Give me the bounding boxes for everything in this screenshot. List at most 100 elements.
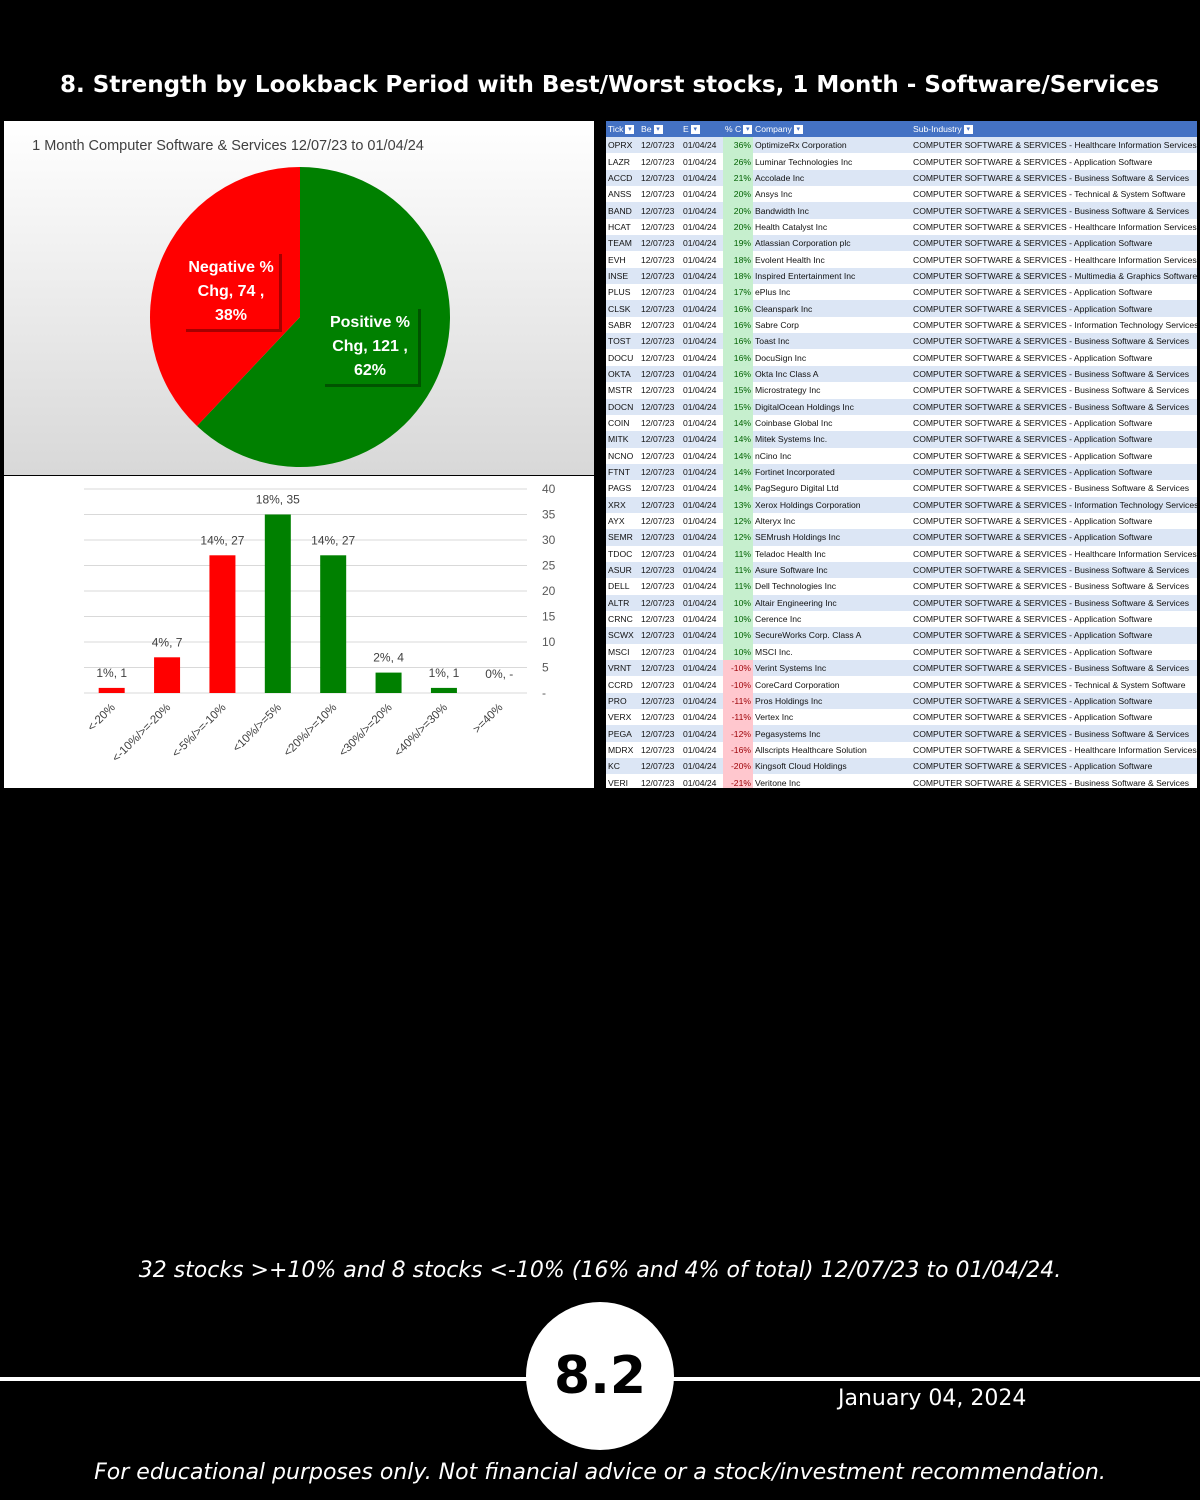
x-tick-label: <-10%/>=-20% [110,702,173,765]
table-cell: 01/04/24 [681,480,723,497]
table-cell: SABR [606,316,639,334]
table-cell: BAND [606,202,639,219]
table-cell: 18% [723,267,753,285]
table-cell: 01/04/24 [681,610,723,628]
column-header[interactable]: E ▾ [681,121,723,137]
x-tick-label: <30%/>=20% [337,702,395,760]
table-cell: ALTR [606,594,639,611]
bar-data-label: 1%, 1 [429,666,460,680]
table-row: KC 12/07/23 01/04/24 -20% Kingsoft Cloud Hol… [606,758,1197,775]
table-cell: Pros Holdings Inc [753,692,911,710]
table-cell: 01/04/24 [681,382,723,399]
table-row: LAZR 12/07/23 01/04/24 26% Luminar Technolog… [606,153,1197,170]
table-cell: Okta Inc Class A [753,365,911,383]
table-cell: 12/07/23 [639,463,681,481]
table-cell: 12/07/23 [639,251,681,268]
table-row: PRO 12/07/23 01/04/24 -11% Pros Holdings Inc… [606,692,1197,710]
table-cell: 12/07/23 [639,692,681,710]
table-cell: 12/07/23 [639,480,681,497]
column-header[interactable]: % C ▾ [723,121,753,137]
filter-dropdown-icon[interactable]: ▾ [653,125,663,135]
table-cell: 11% [723,545,753,562]
table-cell: COMPUTER SOFTWARE & SERVICES - Business … [911,202,1197,219]
table-cell: HCAT [606,218,639,236]
table-cell: COMPUTER SOFTWARE & SERVICES - Business … [911,578,1197,595]
table-cell: -16% [723,741,753,759]
table-row: SCWX 12/07/23 01/04/24 10% SecureWorks Corp.… [606,627,1197,644]
svg-text:Positive %: Positive % [330,314,410,331]
table-cell: 12/07/23 [639,561,681,579]
table-row: NCNO 12/07/23 01/04/24 14% nCino Inc COMPUTER… [606,447,1197,464]
table-cell: 01/04/24 [681,235,723,252]
table-cell: 01/04/24 [681,725,723,742]
table-row: OPRX 12/07/23 01/04/24 36% OptimizeRx Corpor… [606,137,1197,154]
table-cell: XRX [606,496,639,513]
table-row: CLSK 12/07/23 01/04/24 16% Cleanspark Inc COM… [606,300,1197,317]
table-cell: Ansys Inc [753,186,911,203]
table-cell: COMPUTER SOFTWARE & SERVICES - Applicati… [911,512,1197,530]
table-cell: Veritone Inc [753,774,911,788]
stocks-table: Tick ▾ Be ▾ E ▾% C ▾ Company ▾ Sub-Industry ▾ OPRX… [606,121,1197,788]
table-row: TOST 12/07/23 01/04/24 16% Toast Inc COMPUTER… [606,333,1197,350]
table-row: TEAM 12/07/23 01/04/24 19% Atlassian Corpora… [606,235,1197,252]
table-row: CRNC 12/07/23 01/04/24 10% Cerence Inc COMPUT… [606,610,1197,628]
table-cell: 01/04/24 [681,414,723,432]
table-row: HCAT 12/07/23 01/04/24 20% Health Catalyst I… [606,218,1197,236]
table-cell: COMPUTER SOFTWARE & SERVICES - Business … [911,660,1197,677]
table-cell: 14% [723,480,753,497]
table-cell: 01/04/24 [681,774,723,788]
table-cell: 26% [723,153,753,170]
page-number-badge: 8.2 [526,1302,674,1450]
table-cell: SEMrush Holdings Inc [753,529,911,546]
filter-dropdown-icon[interactable]: ▾ [625,125,635,135]
table-row: SABR 12/07/23 01/04/24 16% Sabre Corp COMPUTE… [606,316,1197,334]
table-row: PAGS 12/07/23 01/04/24 14% PagSeguro Digital… [606,480,1197,497]
table-cell: 12/07/23 [639,202,681,219]
table-cell: MITK [606,431,639,448]
table-row: VRNT 12/07/23 01/04/24 -10% Verint Systems I… [606,660,1197,677]
table-cell: 01/04/24 [681,496,723,513]
table-cell: ASUR [606,561,639,579]
table-cell: 01/04/24 [681,758,723,775]
filter-dropdown-icon[interactable]: ▾ [793,125,803,135]
bar [430,687,457,693]
table-cell: 12/07/23 [639,169,681,187]
table-cell: 01/04/24 [681,169,723,187]
table-cell: Coinbase Global Inc [753,414,911,432]
table-cell: 12/07/23 [639,594,681,611]
table-cell: 01/04/24 [681,561,723,579]
table-cell: 12/07/23 [639,153,681,170]
table-row: PLUS 12/07/23 01/04/24 17% ePlus Inc COMPUTER… [606,284,1197,301]
table-cell: COMPUTER SOFTWARE & SERVICES - Applicati… [911,692,1197,710]
filter-dropdown-icon[interactable]: ▾ [963,125,973,135]
table-cell: 01/04/24 [681,741,723,759]
table-cell: 16% [723,300,753,317]
table-cell: -21% [723,774,753,788]
table-cell: Mitek Systems Inc. [753,431,911,448]
table-cell: COMPUTER SOFTWARE & SERVICES - Applicati… [911,300,1197,317]
table-cell: Teladoc Health Inc [753,545,911,562]
table-row: INSE 12/07/23 01/04/24 18% Inspired Entertai… [606,267,1197,285]
table-cell: 12/07/23 [639,709,681,726]
table-cell: COMPUTER SOFTWARE & SERVICES - Applicati… [911,610,1197,628]
filter-dropdown-icon[interactable]: ▾ [743,125,753,135]
column-header[interactable]: Be ▾ [639,121,681,137]
column-header[interactable]: Company ▾ [753,121,911,137]
table-cell: Health Catalyst Inc [753,218,911,236]
table-cell: -11% [723,709,753,726]
table-cell: COMPUTER SOFTWARE & SERVICES - Applicati… [911,758,1197,775]
table-cell: Xerox Holdings Corporation [753,496,911,513]
table-cell: Asure Software Inc [753,561,911,579]
table-cell: ACCD [606,169,639,187]
filter-dropdown-icon[interactable]: ▾ [690,125,700,135]
column-header[interactable]: Sub-Industry ▾ [911,121,1197,137]
table-cell: 10% [723,627,753,644]
table-row: BAND 12/07/23 01/04/24 20% Bandwidth Inc COMP… [606,202,1197,219]
table-header-row: Tick ▾ Be ▾ E ▾% C ▾ Company ▾ Sub-Industry ▾ [606,121,1197,137]
table-cell: MDRX [606,741,639,759]
table-body: OPRX 12/07/23 01/04/24 36% OptimizeRx Corpor… [606,137,1197,788]
pie-chart-panel: 1 Month Computer Software & Services 12/… [4,121,594,475]
table-cell: DocuSign Inc [753,349,911,366]
column-header[interactable]: Tick ▾ [606,121,639,137]
